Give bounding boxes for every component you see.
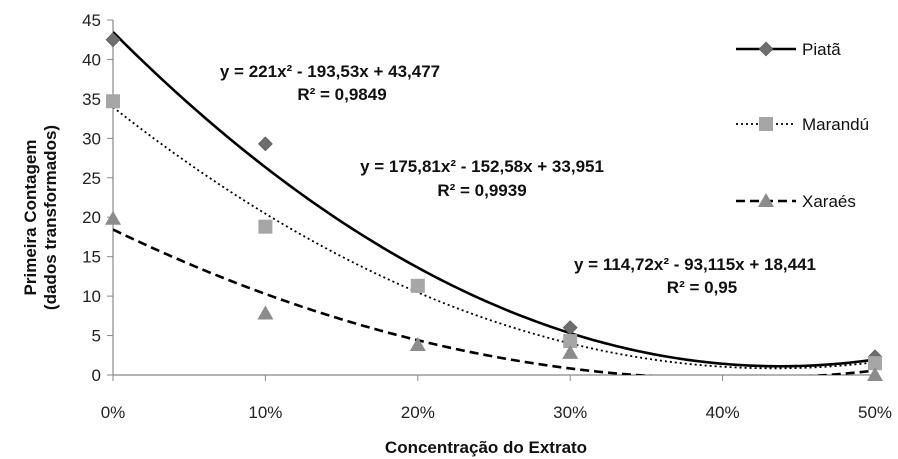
y-tick-label: 45 [82,11,101,30]
equation-piatã: y = 221x² - 193,53x + 43,477 [220,62,440,81]
y-tick-label: 5 [92,327,101,346]
point-xaraés [257,305,274,320]
r-squared-xaraés: R² = 0,95 [667,278,737,297]
point-marandú [410,278,425,293]
x-tick-label: 50% [858,403,892,422]
equation-xaraés: y = 114,72x² - 93,115x + 18,441 [574,255,816,274]
point-xaraés [409,337,426,352]
point-piatã [105,32,121,48]
x-tick-label: 0% [101,403,126,422]
r-squared-marandú: R² = 0,9939 [437,181,526,200]
legend-marker-piatã [758,41,774,57]
point-marandú [106,94,120,109]
axis-titles: Concentração do Extrato Primeira Contagem… [21,125,587,457]
y-tick-label: 15 [82,248,101,267]
point-xaraés [562,344,579,359]
axes: 0 5 10 15 20 25 30 35 40 45 0% 10% 20% 30% 40% 50% [82,11,892,422]
legend-label-marandú: Marandú [802,115,869,134]
x-tick-label: 30% [553,403,587,422]
equation-marandú: y = 175,81x² - 152,58x + 33,951 [360,157,604,176]
y-tick-label: 0 [92,366,101,385]
trendline-piatã [113,31,876,368]
point-piatã [257,136,273,152]
legend-marker-xaraés [758,193,774,207]
point-marandú [258,219,273,234]
point-xaraés [867,367,883,381]
x-tick-label: 10% [248,403,282,422]
x-tick-label: 40% [706,403,740,422]
trendlines [113,31,876,375]
legend-marker-marandú [759,117,773,131]
point-marandú [563,334,578,349]
equations: y = 221x² - 193,53x + 43,477 R² = 0,9849 y… [220,62,816,297]
y-tick-label: 10 [82,287,101,306]
x-axis-title: Concentração do Extrato [385,438,587,457]
point-marandú [868,356,882,371]
y-axis-title: Primeira Contagem [21,140,40,296]
legend-label-xaraés: Xaraés [802,192,856,211]
y-tick-label: 20 [82,208,101,227]
point-xaraés [105,210,121,225]
y-tick-label: 30 [82,129,101,148]
legend: Piatã Marandú Xaraés [736,40,869,211]
y-tick-label: 35 [82,90,101,109]
r-squared-piatã: R² = 0,9849 [297,85,386,104]
legend-label-piatã: Piatã [802,40,841,59]
trendline-marandú [113,106,876,370]
y-tick-label: 40 [82,50,101,69]
y-tick-label: 25 [82,169,101,188]
x-tick-label: 20% [401,403,435,422]
y-axis-title: (dados transformados) [41,125,60,310]
data-points [105,32,883,381]
